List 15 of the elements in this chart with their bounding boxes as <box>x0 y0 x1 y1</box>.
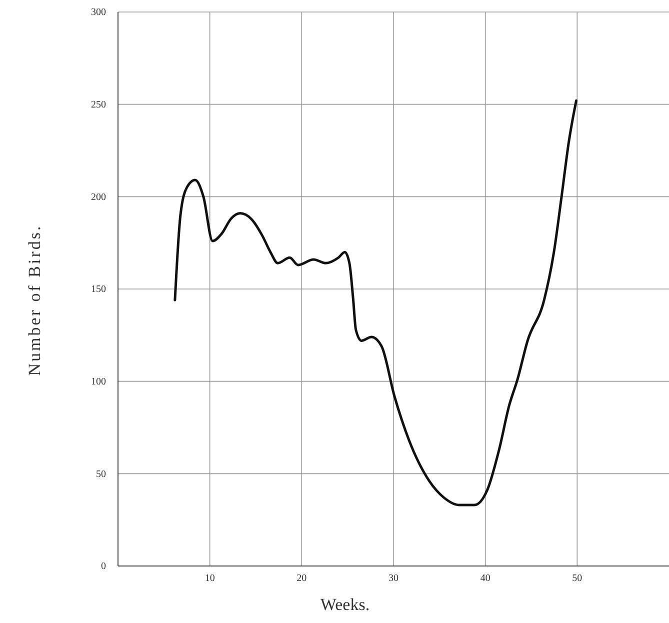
line-series <box>174 99 578 506</box>
y-tick-label: 50 <box>96 468 106 480</box>
y-tick-label: 250 <box>91 100 106 111</box>
y-tick-label: 100 <box>91 376 106 388</box>
x-tick-label: 10 <box>204 573 215 584</box>
y-tick-label: 200 <box>91 192 106 203</box>
x-tick-label: 40 <box>480 573 490 584</box>
x-tick-label: 30 <box>388 573 398 584</box>
x-axis-title: Weeks. <box>320 595 370 614</box>
x-tick-label: 20 <box>296 573 307 584</box>
y-tick-label: 150 <box>91 284 106 296</box>
y-tick-label: 300 <box>91 7 106 18</box>
y-tick-label: 0 <box>101 561 106 572</box>
y-axis-title: Number of Birds. <box>25 224 44 376</box>
x-tick-label: 50 <box>572 573 582 584</box>
